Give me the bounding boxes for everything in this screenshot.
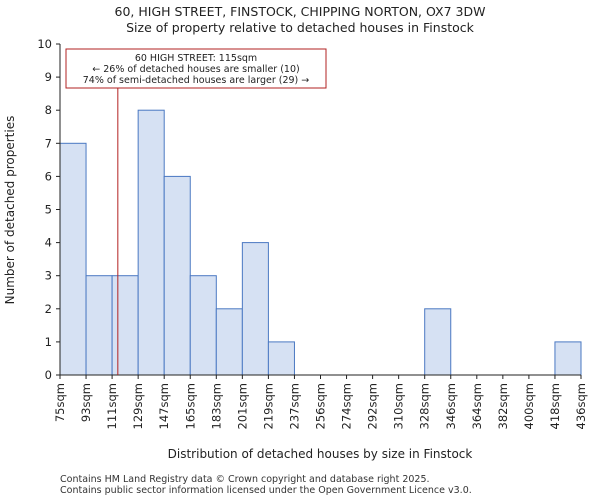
bar-219sqm: [267, 341, 295, 376]
x-tick-label: 418sqm: [548, 383, 562, 429]
bar-165sqm: [189, 275, 217, 376]
annotation-larger: 74% of semi-detached houses are larger (…: [83, 75, 310, 86]
y-tick-label: 4: [45, 236, 52, 250]
x-tick-label: 201sqm: [235, 383, 249, 429]
x-tick-label: 346sqm: [444, 383, 458, 429]
x-tick-label: 183sqm: [209, 383, 223, 429]
y-tick-label: 0: [45, 368, 52, 382]
x-tick-label: 165sqm: [183, 383, 197, 429]
y-axis-label: Number of detached properties: [3, 116, 17, 305]
y-tick-label: 7: [45, 136, 52, 150]
bars-group: [59, 109, 582, 376]
annotation-frame: [65, 48, 327, 89]
x-ticks: 75sqm 93sqm 111sqm 129sqm 147sqm 165sqm 183sqm…: [53, 375, 588, 429]
bar-111sqm: [111, 275, 139, 376]
y-tick-label: 2: [45, 302, 52, 316]
x-tick-label: 364sqm: [470, 383, 484, 429]
y-tick-label: 5: [45, 203, 52, 217]
chart-subtitle: Size of property relative to detached ho…: [126, 20, 475, 35]
y-tick-label: 6: [45, 169, 52, 183]
x-tick-label: 256sqm: [314, 383, 328, 429]
annotation-box: 60 HIGH STREET: 115sqm ← 26% of detached…: [65, 48, 327, 89]
chart-title: 60, HIGH STREET, FINSTOCK, CHIPPING NORT…: [115, 4, 486, 19]
bar-328sqm: [424, 308, 452, 376]
y-tick-label: 1: [45, 335, 52, 349]
bar-147sqm: [163, 175, 191, 376]
x-tick-label: 292sqm: [366, 383, 380, 429]
x-tick-label: 310sqm: [392, 383, 406, 429]
footer-line-1: Contains HM Land Registry data © Crown c…: [60, 474, 430, 485]
annotation-title: 60 HIGH STREET: 115sqm: [135, 53, 257, 64]
y-tick-label: 10: [37, 37, 52, 51]
x-tick-label: 219sqm: [261, 383, 275, 429]
x-tick-label: 237sqm: [287, 383, 301, 429]
y-tick-label: 9: [45, 70, 52, 84]
bar-418sqm: [554, 341, 582, 376]
y-tick-label: 8: [45, 103, 52, 117]
x-tick-label: 129sqm: [131, 383, 145, 429]
x-tick-label: 382sqm: [496, 383, 510, 429]
bar-201sqm: [241, 242, 269, 376]
y-ticks: 0 1 2 3 4 5 6 7 8 9 10: [37, 37, 60, 382]
x-tick-label: 436sqm: [574, 383, 588, 429]
annotation-smaller: ← 26% of detached houses are smaller (10…: [92, 64, 299, 75]
x-axis-label: Distribution of detached houses by size …: [168, 447, 473, 461]
x-tick-label: 328sqm: [418, 383, 432, 429]
bar-183sqm: [215, 308, 243, 376]
y-tick-label: 3: [45, 269, 52, 283]
x-tick-label: 147sqm: [157, 383, 171, 429]
bar-129sqm: [137, 109, 165, 376]
x-tick-label: 75sqm: [53, 383, 67, 422]
x-tick-label: 93sqm: [79, 383, 93, 422]
bar-75sqm: [59, 142, 87, 376]
footer-line-2: Contains public sector information licen…: [60, 485, 472, 496]
bar-93sqm: [85, 275, 113, 376]
x-tick-label: 274sqm: [340, 383, 354, 429]
x-tick-label: 111sqm: [105, 383, 119, 429]
x-tick-label: 400sqm: [522, 383, 536, 429]
